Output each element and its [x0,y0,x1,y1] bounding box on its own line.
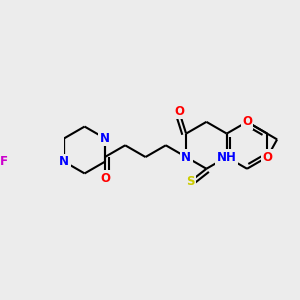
Text: N: N [100,132,110,145]
Text: O: O [100,172,110,184]
Text: F: F [0,155,8,168]
Text: N: N [181,151,191,164]
Text: S: S [186,175,194,188]
Text: O: O [242,116,252,128]
Text: NH: NH [217,151,237,164]
Text: O: O [262,151,272,164]
Text: N: N [59,155,69,168]
Text: O: O [174,105,184,118]
